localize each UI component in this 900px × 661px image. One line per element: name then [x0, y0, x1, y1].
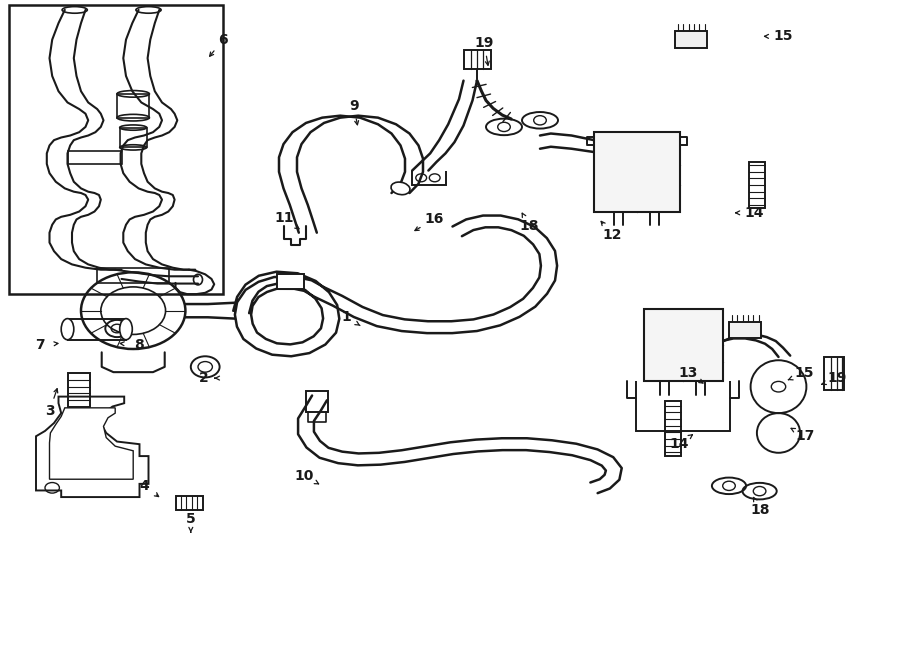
Text: 6: 6 — [219, 32, 228, 47]
Text: 7: 7 — [35, 338, 44, 352]
Bar — [464, 50, 490, 69]
Text: 17: 17 — [796, 429, 815, 444]
Text: 10: 10 — [294, 469, 314, 483]
Bar — [665, 401, 681, 456]
Bar — [9, 5, 223, 294]
Ellipse shape — [120, 319, 132, 340]
Bar — [277, 274, 304, 289]
Bar — [675, 31, 707, 48]
Text: 16: 16 — [424, 212, 444, 227]
Ellipse shape — [391, 182, 410, 195]
Text: 13: 13 — [679, 366, 698, 381]
Bar — [68, 319, 126, 340]
Bar — [120, 128, 147, 147]
Text: 12: 12 — [602, 227, 622, 242]
Bar — [68, 373, 90, 407]
Bar — [729, 322, 761, 338]
Bar — [117, 94, 149, 118]
Text: 1: 1 — [342, 310, 351, 325]
Text: 19: 19 — [474, 36, 494, 50]
Text: 15: 15 — [773, 29, 793, 44]
Ellipse shape — [61, 319, 74, 340]
Bar — [824, 357, 844, 390]
Text: 15: 15 — [794, 366, 814, 381]
Text: 3: 3 — [45, 404, 54, 418]
Text: 2: 2 — [199, 371, 208, 385]
Bar — [176, 496, 202, 510]
Text: 18: 18 — [519, 219, 539, 233]
Bar — [644, 309, 723, 381]
Text: 18: 18 — [751, 503, 770, 518]
Text: 14: 14 — [670, 437, 689, 451]
Text: 11: 11 — [274, 211, 294, 225]
Bar — [306, 391, 328, 412]
Text: 14: 14 — [744, 206, 764, 220]
Bar — [749, 162, 765, 208]
Text: 19: 19 — [827, 371, 847, 385]
Bar — [68, 151, 122, 164]
Text: 4: 4 — [140, 479, 148, 493]
Bar — [594, 132, 680, 212]
Text: 5: 5 — [186, 512, 195, 526]
Polygon shape — [50, 408, 133, 479]
Text: 8: 8 — [134, 338, 143, 352]
Text: 9: 9 — [349, 98, 358, 113]
